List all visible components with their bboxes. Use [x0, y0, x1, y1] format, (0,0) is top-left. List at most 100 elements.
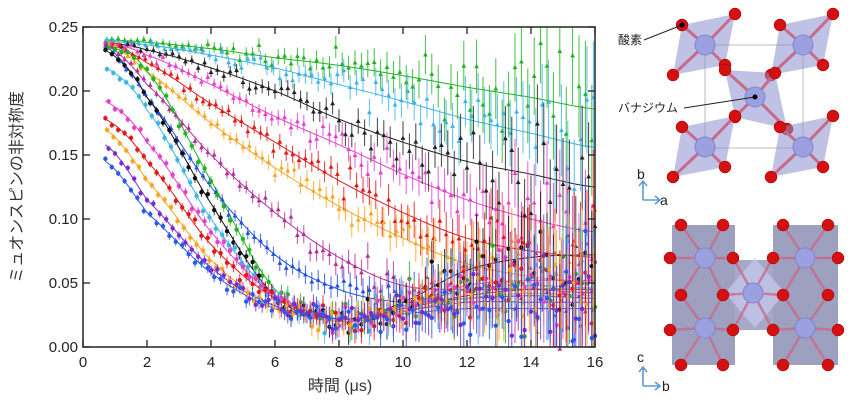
vanadium-atom [792, 34, 814, 56]
data-point [237, 285, 242, 290]
data-point [371, 154, 377, 159]
data-point [168, 204, 174, 210]
data-point [354, 285, 359, 290]
data-point [343, 206, 348, 212]
data-point [461, 191, 467, 197]
data-point [202, 219, 207, 224]
data-point [245, 230, 251, 235]
data-point [219, 49, 225, 54]
data-point [378, 169, 383, 175]
data-point [132, 125, 137, 130]
data-point [309, 279, 315, 284]
data-point [277, 260, 283, 265]
data-point [104, 36, 110, 42]
data-point [548, 329, 553, 335]
data-point [112, 46, 118, 52]
data-point [584, 97, 590, 102]
unit-cell [704, 44, 804, 149]
data-point [125, 41, 131, 46]
data-point [387, 233, 393, 238]
data-point [388, 307, 393, 312]
data-point [141, 36, 147, 42]
data-point [528, 309, 534, 314]
data-point [432, 144, 438, 149]
oxygen-atom [776, 358, 790, 372]
data-point [227, 69, 233, 74]
data-point [516, 293, 521, 298]
data-point [125, 165, 130, 171]
oxygen-atom [816, 160, 830, 174]
data-point [154, 170, 159, 175]
data-point [399, 97, 404, 103]
oxygen-pointer [643, 24, 683, 41]
data-point [554, 308, 559, 313]
data-point [103, 47, 108, 53]
data-point [512, 284, 518, 289]
data-point [269, 290, 274, 295]
data-point [474, 239, 479, 244]
data-point [371, 59, 377, 65]
data-point [196, 159, 201, 165]
axes-indicator-cb: c b [637, 349, 670, 394]
data-point [544, 180, 550, 185]
data-point [400, 226, 406, 232]
data-point [282, 114, 287, 120]
data-point [463, 98, 468, 104]
y-axis-label: ミュオンスピンの非対称度 [8, 91, 26, 283]
data-point [576, 83, 582, 89]
data-point [215, 267, 220, 272]
data-point [181, 225, 186, 230]
data-point [365, 296, 370, 302]
data-point [226, 107, 231, 113]
data-point [311, 188, 316, 193]
data-point [509, 147, 515, 152]
data-point [173, 112, 179, 117]
data-point [419, 244, 425, 250]
data-point [148, 211, 153, 217]
data-point [519, 266, 524, 272]
data-point [194, 242, 199, 247]
data-point [570, 52, 575, 58]
data-point [290, 151, 295, 157]
data-point [360, 288, 366, 294]
data-point [258, 55, 263, 60]
data-point [347, 282, 353, 287]
data-point [282, 309, 287, 315]
data-point [149, 61, 155, 66]
data-point [508, 267, 513, 272]
data-point [250, 281, 255, 287]
data-point [119, 161, 124, 166]
data-point [431, 121, 436, 127]
data-point [535, 121, 540, 126]
crystal-bc-view [663, 218, 845, 372]
data-point [136, 94, 142, 99]
data-point [202, 113, 207, 118]
data-point [157, 85, 162, 90]
data-point [397, 302, 402, 308]
data-point [173, 138, 178, 143]
data-point [411, 99, 417, 104]
data-point [362, 216, 367, 221]
data-point [394, 228, 399, 234]
data-point [115, 35, 121, 41]
oxygen-atom [726, 251, 740, 265]
y-tick-label: 0.05 [49, 275, 78, 292]
data-point [538, 297, 543, 302]
vanadium-label: バナジウム [618, 101, 678, 115]
data-point [195, 65, 201, 70]
data-point [386, 283, 391, 288]
data-point [219, 196, 225, 202]
data-point [144, 46, 150, 51]
data-point [154, 108, 159, 113]
axis-arrows-icon [638, 179, 662, 205]
data-point [162, 69, 167, 75]
data-point [228, 279, 233, 285]
data-point [181, 87, 187, 92]
data-point [381, 219, 387, 225]
data-point [295, 309, 300, 314]
data-point [122, 56, 127, 62]
series-10 [104, 66, 596, 347]
data-point [301, 312, 306, 317]
data-point [323, 105, 329, 110]
data-point [135, 77, 140, 82]
